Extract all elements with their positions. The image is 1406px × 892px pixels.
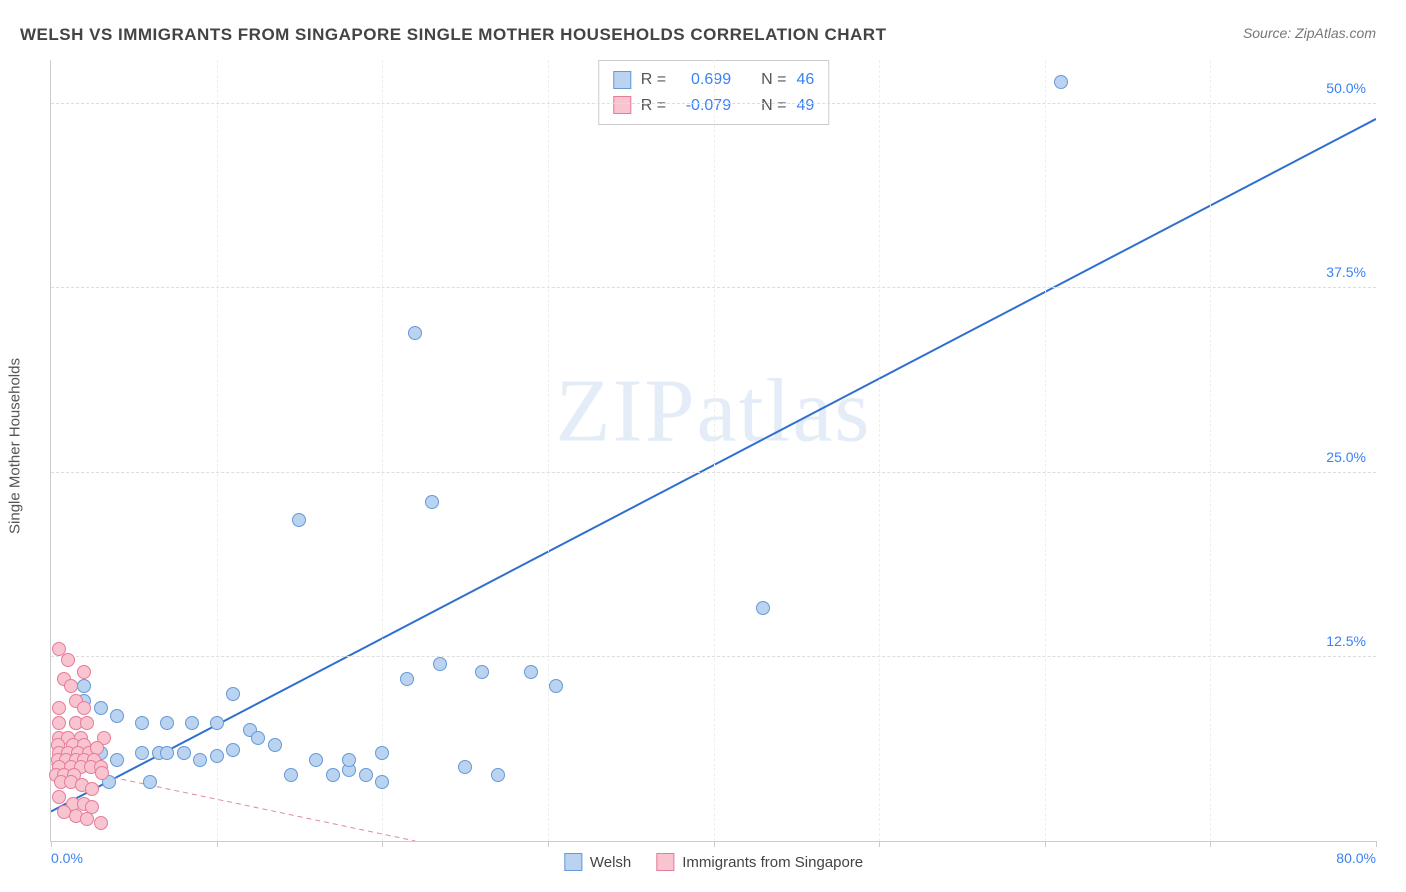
data-point [475,665,489,679]
gridline-v [714,60,715,841]
r-label: R = [641,93,666,119]
series-legend: Welsh Immigrants from Singapore [564,853,863,871]
data-point [292,513,306,527]
data-point [375,775,389,789]
legend-swatch [656,853,674,871]
source-attribution: Source: ZipAtlas.com [1243,25,1376,41]
data-point [210,716,224,730]
data-point [524,665,538,679]
x-tick-mark [217,841,218,847]
x-tick-mark [714,841,715,847]
data-point [52,701,66,715]
legend-item: Immigrants from Singapore [656,853,863,871]
data-point [94,701,108,715]
data-point [135,746,149,760]
x-tick-label: 0.0% [51,850,83,866]
data-point [1054,75,1068,89]
r-label: R = [641,67,666,93]
n-label: N = [761,67,786,93]
data-point [135,716,149,730]
data-point [193,753,207,767]
data-point [160,746,174,760]
data-point [177,746,191,760]
data-point [433,657,447,671]
gridline-v [382,60,383,841]
y-tick-label: 12.5% [1326,633,1366,649]
legend-item: Welsh [564,853,631,871]
x-tick-mark [548,841,549,847]
data-point [143,775,157,789]
data-point [226,743,240,757]
data-point [52,790,66,804]
x-tick-mark [1376,841,1377,847]
data-point [64,679,78,693]
data-point [549,679,563,693]
data-point [251,731,265,745]
data-point [375,746,389,760]
legend-label: Immigrants from Singapore [682,854,863,871]
r-value: -0.079 [676,93,731,119]
data-point [342,753,356,767]
data-point [458,760,472,774]
r-value: 0.699 [676,67,731,93]
data-point [110,709,124,723]
gridline-v [548,60,549,841]
x-tick-mark [1210,841,1211,847]
data-point [284,768,298,782]
n-value: 49 [796,93,814,119]
n-value: 46 [796,67,814,93]
data-point [52,716,66,730]
data-point [77,665,91,679]
data-point [85,782,99,796]
data-point [491,768,505,782]
data-point [80,812,94,826]
data-point [185,716,199,730]
data-point [94,816,108,830]
chart-title: WELSH VS IMMIGRANTS FROM SINGAPORE SINGL… [20,25,886,45]
x-tick-mark [382,841,383,847]
data-point [160,716,174,730]
data-point [425,495,439,509]
data-point [309,753,323,767]
legend-label: Welsh [590,854,631,871]
x-tick-mark [879,841,880,847]
legend-swatch [613,71,631,89]
data-point [400,672,414,686]
x-tick-mark [51,841,52,847]
data-point [408,326,422,340]
data-point [359,768,373,782]
data-point [77,701,91,715]
data-point [210,749,224,763]
gridline-v [1210,60,1211,841]
y-tick-label: 25.0% [1326,449,1366,465]
data-point [77,679,91,693]
data-point [226,687,240,701]
legend-swatch [564,853,582,871]
data-point [61,653,75,667]
y-axis-label: Single Mother Households [7,358,24,534]
data-point [756,601,770,615]
y-tick-label: 50.0% [1326,80,1366,96]
data-point [80,716,94,730]
data-point [326,768,340,782]
x-tick-mark [1045,841,1046,847]
n-label: N = [761,93,786,119]
gridline-v [1045,60,1046,841]
data-point [268,738,282,752]
legend-swatch [613,96,631,114]
gridline-v [879,60,880,841]
data-point [95,766,109,780]
y-tick-label: 37.5% [1326,264,1366,280]
scatter-plot: ZIPatlas R =0.699N =46R =-0.079N =49 Wel… [50,60,1376,842]
data-point [110,753,124,767]
x-tick-label: 80.0% [1336,850,1376,866]
